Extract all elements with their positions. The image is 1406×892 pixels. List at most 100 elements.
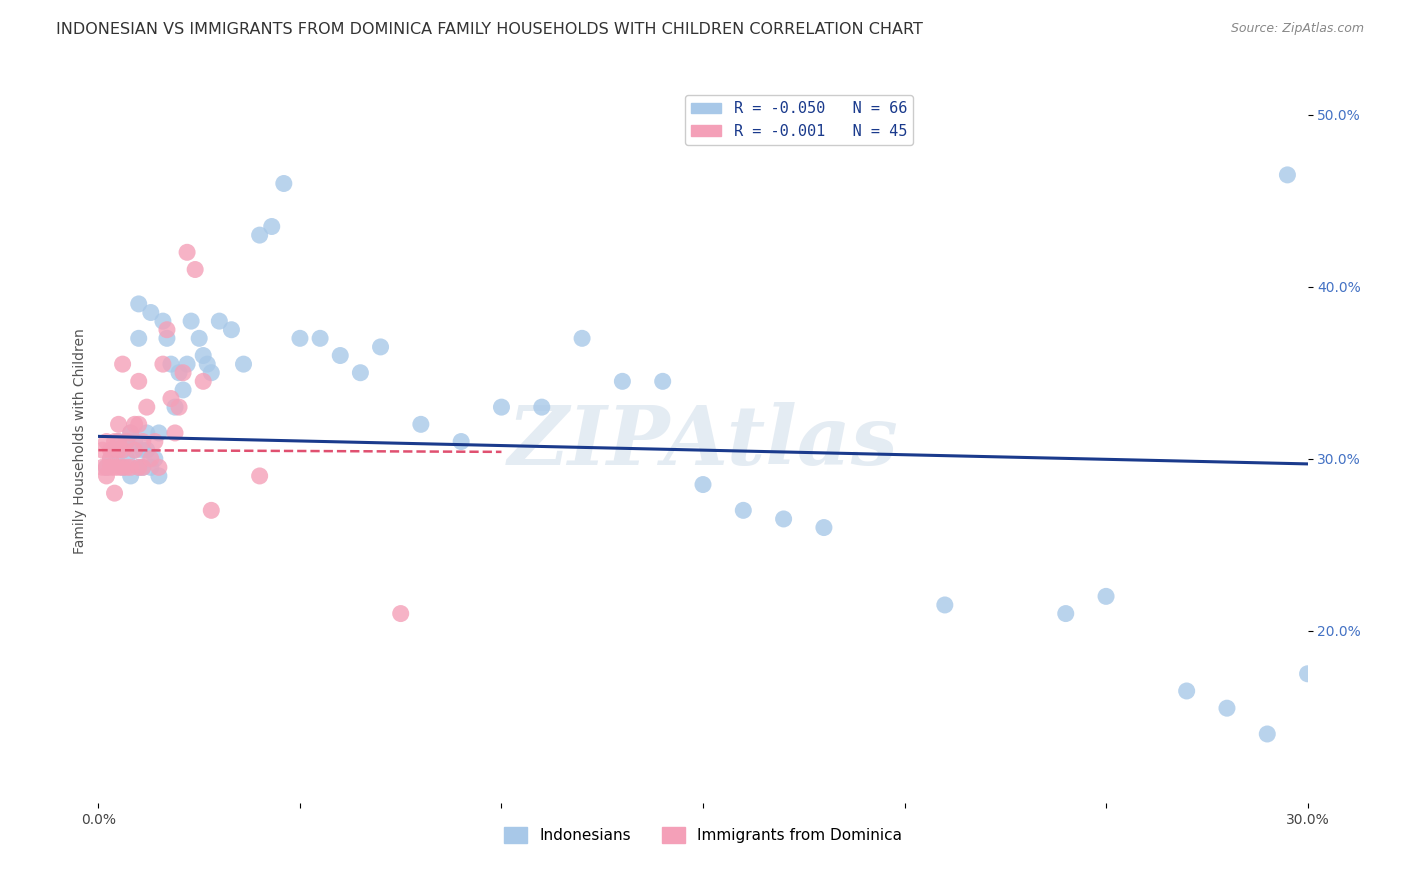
- Point: [132, 460, 155, 475]
- Point: [193, 349, 215, 363]
- Point: [111, 357, 134, 371]
- Point: [103, 443, 125, 458]
- Point: [107, 460, 129, 475]
- Point: [1095, 590, 1118, 604]
- Point: [103, 434, 125, 449]
- Point: [221, 323, 243, 337]
- Point: [128, 331, 150, 345]
- Point: [107, 434, 129, 449]
- Point: [135, 443, 157, 458]
- Point: [135, 400, 157, 414]
- Point: [200, 503, 222, 517]
- Point: [329, 349, 352, 363]
- Point: [288, 331, 311, 345]
- Point: [135, 425, 157, 440]
- Point: [571, 331, 593, 345]
- Point: [167, 400, 190, 414]
- Point: [450, 434, 472, 449]
- Point: [349, 366, 371, 380]
- Point: [813, 520, 835, 534]
- Point: [1256, 727, 1278, 741]
- Point: [132, 443, 155, 458]
- Point: [176, 357, 198, 371]
- Point: [111, 443, 134, 458]
- Point: [107, 434, 129, 449]
- Point: [172, 366, 194, 380]
- Point: [1216, 701, 1239, 715]
- Point: [111, 460, 134, 475]
- Point: [148, 425, 170, 440]
- Point: [152, 314, 174, 328]
- Point: [143, 434, 166, 449]
- Point: [103, 460, 125, 475]
- Point: [100, 451, 122, 466]
- Point: [128, 375, 150, 389]
- Legend: Indonesians, Immigrants from Dominica: Indonesians, Immigrants from Dominica: [498, 822, 908, 849]
- Point: [733, 503, 755, 517]
- Point: [96, 434, 118, 449]
- Point: [124, 443, 146, 458]
- Point: [612, 375, 634, 389]
- Point: [273, 177, 295, 191]
- Point: [1277, 168, 1299, 182]
- Point: [167, 366, 190, 380]
- Point: [409, 417, 432, 432]
- Point: [139, 451, 162, 466]
- Point: [148, 460, 170, 475]
- Point: [91, 460, 114, 475]
- Point: [111, 443, 134, 458]
- Point: [139, 460, 162, 475]
- Point: [128, 460, 150, 475]
- Point: [389, 607, 412, 621]
- Point: [163, 425, 186, 440]
- Point: [692, 477, 714, 491]
- Point: [530, 400, 553, 414]
- Point: [195, 357, 218, 371]
- Text: ZIPAtlas: ZIPAtlas: [508, 401, 898, 482]
- Point: [156, 323, 179, 337]
- Point: [160, 357, 183, 371]
- Point: [100, 443, 122, 458]
- Point: [100, 460, 122, 475]
- Point: [96, 469, 118, 483]
- Point: [128, 417, 150, 432]
- Point: [111, 460, 134, 475]
- Point: [208, 314, 231, 328]
- Point: [132, 434, 155, 449]
- Point: [120, 460, 142, 475]
- Point: [115, 451, 138, 466]
- Point: [260, 219, 283, 234]
- Point: [232, 357, 254, 371]
- Point: [249, 469, 271, 483]
- Point: [1054, 607, 1077, 621]
- Point: [120, 425, 142, 440]
- Point: [96, 460, 118, 475]
- Point: [772, 512, 794, 526]
- Point: [124, 443, 146, 458]
- Point: [176, 245, 198, 260]
- Point: [148, 469, 170, 483]
- Point: [124, 434, 146, 449]
- Point: [120, 425, 142, 440]
- Point: [107, 417, 129, 432]
- Point: [193, 375, 215, 389]
- Point: [309, 331, 332, 345]
- Point: [249, 228, 271, 243]
- Point: [115, 434, 138, 449]
- Point: [132, 460, 155, 475]
- Point: [100, 451, 122, 466]
- Point: [651, 375, 673, 389]
- Point: [180, 314, 202, 328]
- Point: [107, 443, 129, 458]
- Y-axis label: Family Households with Children: Family Households with Children: [73, 328, 87, 555]
- Point: [1175, 684, 1198, 698]
- Point: [103, 486, 125, 500]
- Point: [172, 383, 194, 397]
- Point: [160, 392, 183, 406]
- Point: [143, 451, 166, 466]
- Point: [491, 400, 513, 414]
- Text: INDONESIAN VS IMMIGRANTS FROM DOMINICA FAMILY HOUSEHOLDS WITH CHILDREN CORRELATI: INDONESIAN VS IMMIGRANTS FROM DOMINICA F…: [56, 22, 924, 37]
- Point: [91, 443, 114, 458]
- Text: Source: ZipAtlas.com: Source: ZipAtlas.com: [1230, 22, 1364, 36]
- Point: [115, 434, 138, 449]
